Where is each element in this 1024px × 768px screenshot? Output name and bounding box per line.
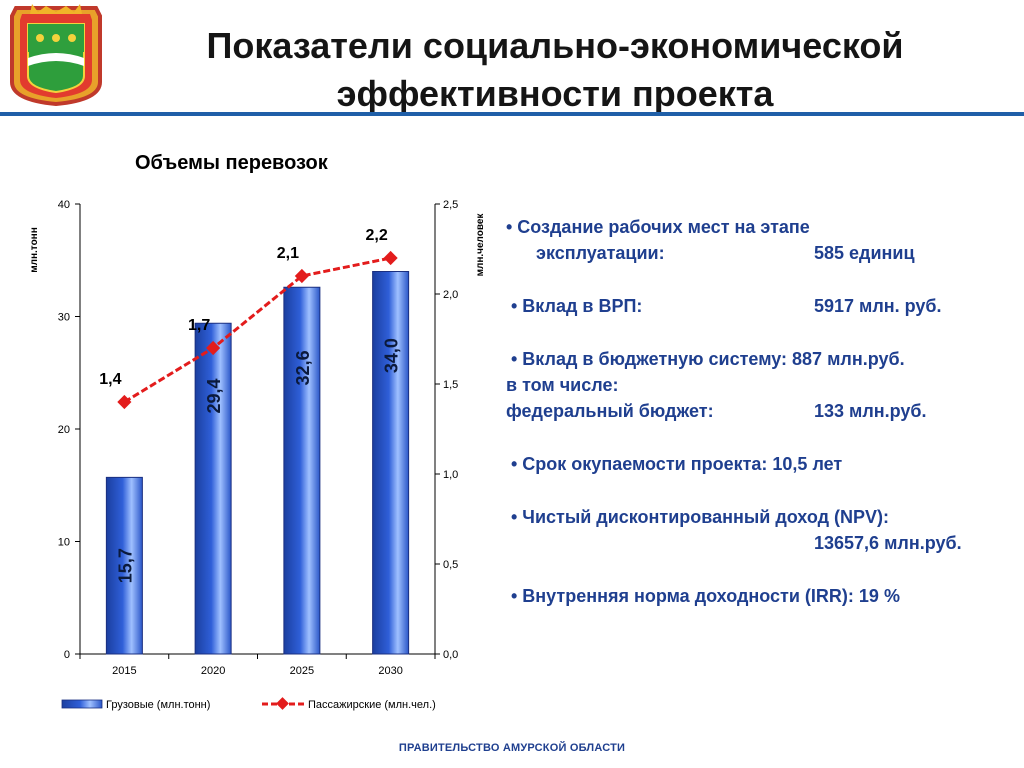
left-tick-label: 10 [58, 537, 70, 549]
spacer [506, 266, 1006, 293]
right-tick-label: 1,0 [443, 469, 458, 481]
bullet-jobs-line-2: эксплуатации: 585 единиц [506, 240, 1006, 266]
page-title: Показатели социально-экономической эффек… [130, 22, 980, 118]
right-tick-label: 2,0 [443, 289, 458, 301]
spacer [506, 424, 1006, 451]
freight-bar [283, 286, 321, 655]
freight-bar-label: 29,4 [204, 378, 224, 413]
bullet-jobs-line-1: • Создание рабочих мест на этапе [506, 217, 810, 237]
passenger-point-label: 1,4 [99, 371, 121, 388]
y-axis-label: млн.тонн [29, 227, 40, 273]
passenger-point-marker [117, 394, 132, 410]
passenger-point-marker [206, 340, 221, 356]
x-tick-label: 2015 [112, 665, 136, 677]
legend-freight-label: Грузовые (млн.тонн) [106, 699, 210, 711]
left-tick-label: 20 [58, 424, 70, 436]
legend: Грузовые (млн.тонн) Пассажирские (млн.чел… [61, 697, 436, 711]
passenger-point-label: 1,7 [188, 317, 210, 334]
header-divider [0, 112, 1024, 116]
indicators-list: • Создание рабочих мест на этапе эксплуа… [506, 214, 1006, 609]
freight-bar-label: 15,7 [115, 548, 135, 583]
right-tick-label: 0,5 [443, 559, 458, 571]
legend-passenger-marker [276, 697, 289, 710]
left-tick-label: 30 [58, 312, 70, 324]
header: Показатели социально-экономической эффек… [0, 0, 1024, 116]
legend-freight-swatch [61, 699, 103, 709]
page-title-line-2: эффективности проекта [336, 73, 774, 114]
passenger-point-marker [383, 250, 398, 266]
freight-bar [105, 476, 143, 655]
passenger-point-label: 2,2 [366, 227, 388, 244]
right-tick-label: 1,5 [443, 379, 458, 391]
bullet-npv-line-2: 13657,6 млн.руб. [506, 530, 1006, 556]
bullet-federal-value: 133 млн.руб. [814, 401, 927, 421]
bullet-jobs-label: эксплуатации: [536, 243, 665, 263]
bullet-budget-line-3: федеральный бюджет: 133 млн.руб. [506, 398, 1006, 424]
right-tick-label: 0,0 [443, 649, 458, 661]
y2-axis-label: млн.человек [475, 213, 486, 277]
bullet-grp: • Вклад в ВРП: 5917 млн. руб. [506, 293, 1006, 319]
freight-bar-label: 32,6 [293, 350, 313, 385]
amur-region-emblem-icon [10, 4, 102, 106]
freight-bar [372, 271, 410, 655]
bullet-irr: • Внутренняя норма доходности (IRR): 19 … [511, 586, 900, 606]
data-labels: 15,7 29,4 32,6 34,0 1,4 1,7 2,1 2,2 [99, 227, 401, 583]
bullet-budget-line-1: • Вклад в бюджетную систему: 887 млн.руб… [511, 349, 905, 369]
bullet-grp-label: • Вклад в ВРП: [511, 296, 643, 316]
x-tick-label: 2030 [378, 665, 402, 677]
passenger-line [117, 250, 398, 410]
legend-passenger-label: Пассажирские (млн.чел.) [308, 699, 436, 711]
passenger-series-line [123, 256, 391, 404]
x-tick-label: 2025 [290, 665, 314, 677]
x-tick-label: 2020 [201, 665, 225, 677]
bullet-payback: • Срок окупаемости проекта: 10,5 лет [511, 454, 843, 474]
footer-organization: ПРАВИТЕЛЬСТВО АМУРСКОЙ ОБЛАСТИ [398, 742, 626, 754]
passenger-point-marker [294, 268, 309, 284]
bars [105, 271, 410, 655]
bullet-jobs-value: 585 единиц [814, 243, 915, 263]
bullet-budget-line-2: в том числе: [506, 375, 619, 395]
bullet-federal-label: федеральный бюджет: [506, 401, 714, 421]
freight-bar-label: 34,0 [382, 338, 402, 373]
spacer [506, 556, 1006, 583]
chart-title: Объемы перевозок [135, 152, 328, 174]
freight-bar [194, 322, 232, 655]
left-tick-label: 0 [64, 649, 70, 661]
spacer [506, 477, 1006, 504]
right-tick-label: 2,5 [443, 199, 458, 211]
bullet-grp-value: 5917 млн. руб. [814, 296, 942, 316]
left-tick-label: 40 [58, 199, 70, 211]
spacer [506, 319, 1006, 346]
bullet-npv-value: 13657,6 млн.руб. [814, 533, 962, 553]
page-title-line-1: Показатели социально-экономической [206, 25, 904, 66]
bullet-npv-line-1: • Чистый дисконтированный доход (NPV): [511, 507, 890, 527]
passenger-point-label: 2,1 [277, 245, 299, 262]
